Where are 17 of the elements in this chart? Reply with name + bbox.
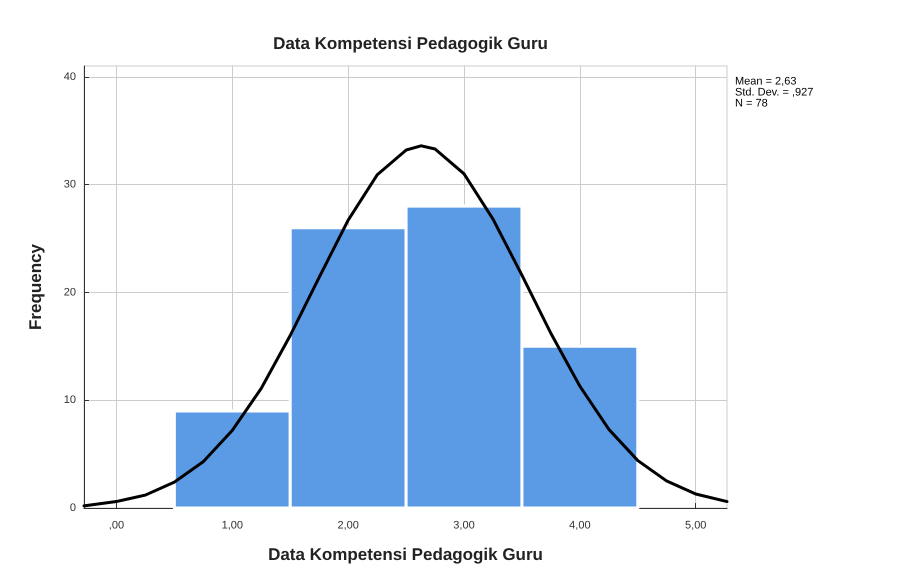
x-tick-label: ,00: [108, 520, 124, 532]
text: Mean = 2,63: [735, 76, 796, 88]
y-tick-label: 0: [70, 502, 76, 514]
y-tick-label: 20: [64, 286, 76, 298]
x-tick-label: 3,00: [453, 520, 475, 532]
text: Std. Dev. = ,927: [735, 86, 814, 98]
x-tick-label: 5,00: [685, 520, 706, 532]
y-tick-label: 30: [64, 178, 76, 191]
y-axis-title: Frequency: [26, 243, 45, 330]
x-tick-label: 2,00: [337, 520, 359, 532]
x-tick-label: 1,00: [222, 520, 244, 532]
y-tick-label: 40: [64, 70, 76, 83]
chart-title: Data Kompetensi Pedagogik Guru: [273, 34, 548, 53]
x-tick-label: 4,00: [569, 520, 591, 532]
text: N = 78: [735, 98, 768, 110]
x-axis-title: Data Kompetensi Pedagogik Guru: [268, 545, 543, 564]
y-tick-label: 10: [64, 394, 76, 406]
